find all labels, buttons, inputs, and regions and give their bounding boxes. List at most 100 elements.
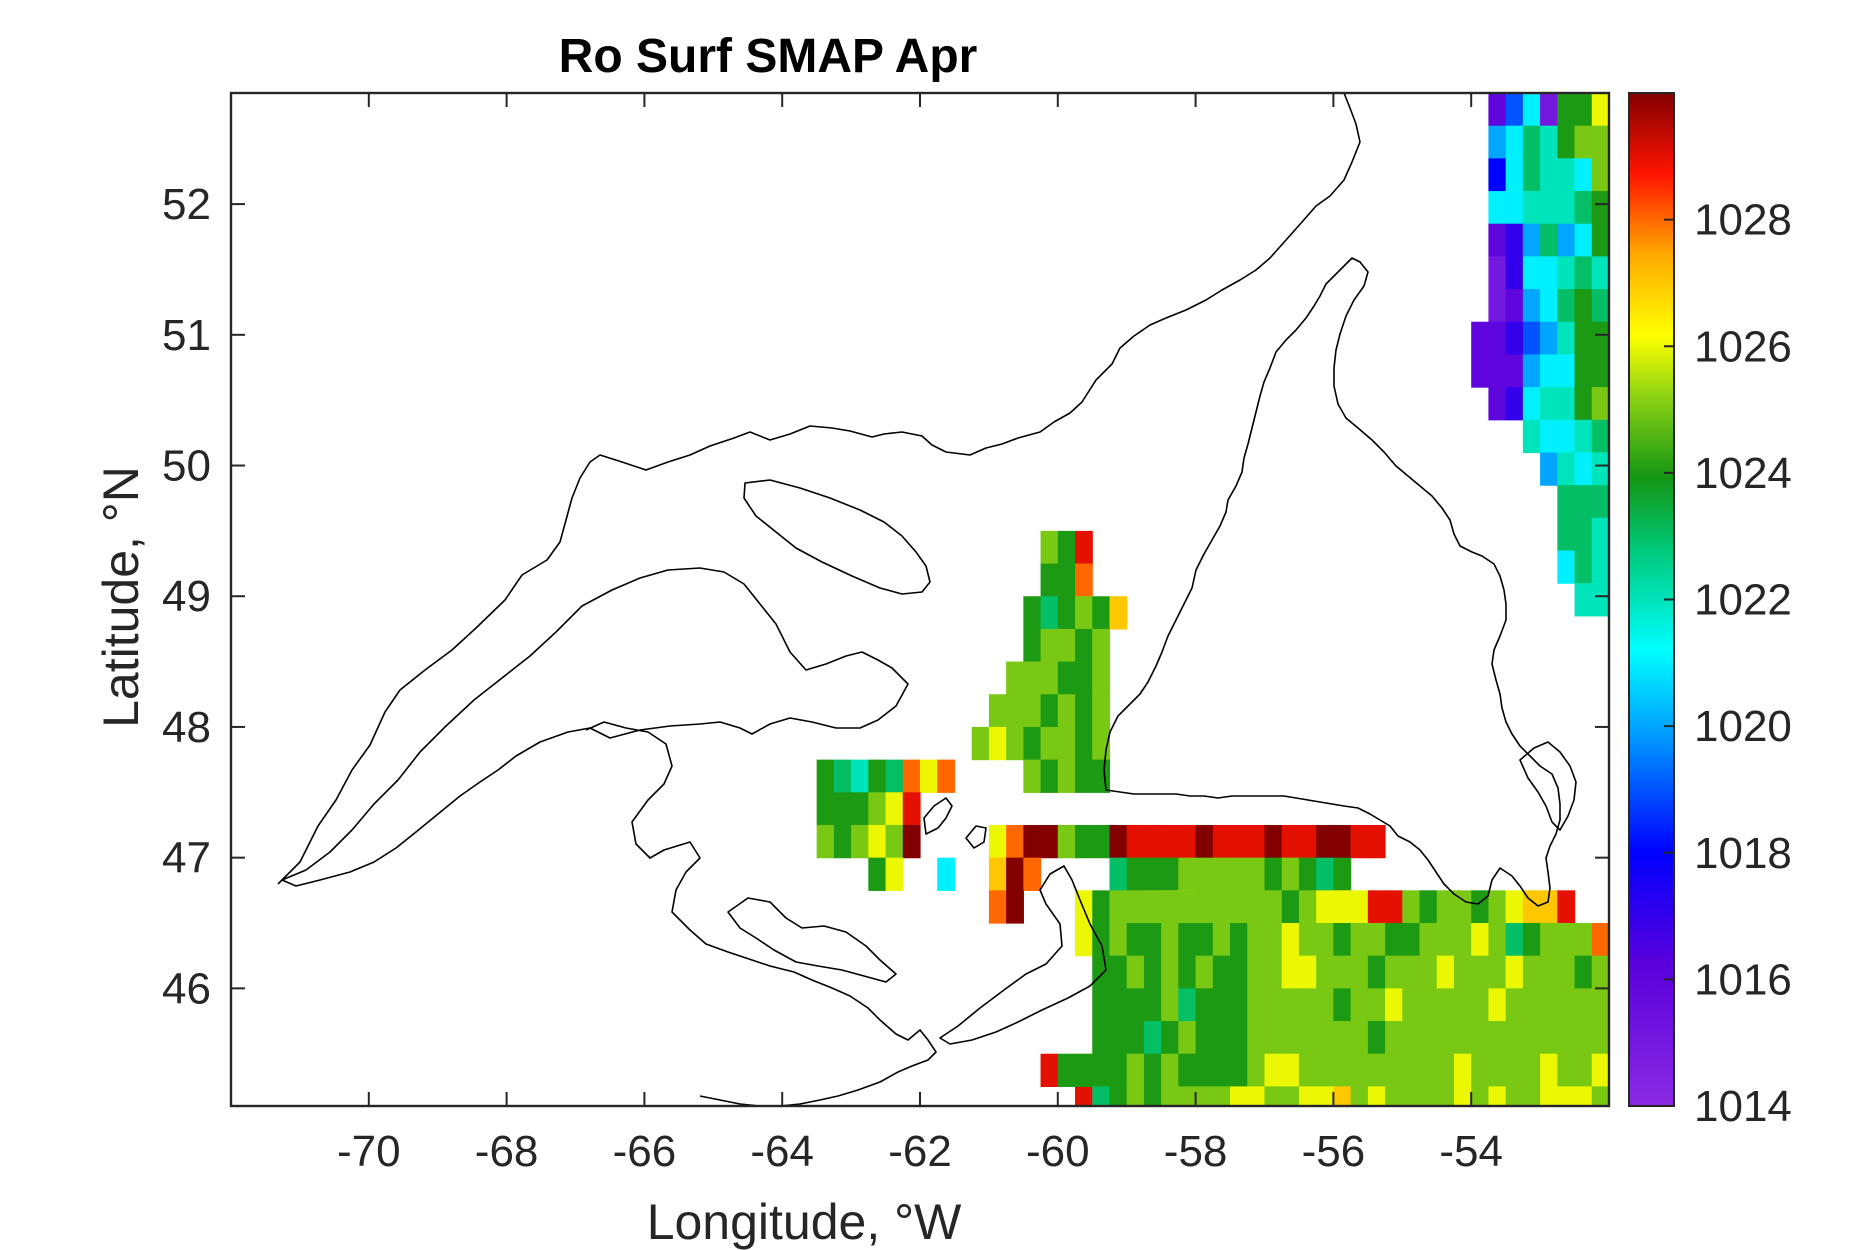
heatmap-cell [1178, 923, 1197, 957]
heatmap-cell [1471, 923, 1490, 957]
heatmap-cell [1281, 955, 1300, 989]
heatmap-cell [1488, 158, 1507, 192]
heatmap-cell [1505, 387, 1524, 421]
heatmap-cell [1281, 1053, 1300, 1087]
heatmap-cell [1195, 1021, 1214, 1055]
heatmap-cell [1092, 988, 1111, 1022]
heatmap-cell [1057, 726, 1076, 761]
heatmap-cell [1126, 857, 1145, 891]
heatmap-cell [1126, 824, 1145, 859]
heatmap-cell [1040, 759, 1059, 793]
heatmap-cell [1075, 923, 1093, 957]
x-tick-label: -60 [1026, 1127, 1090, 1176]
heatmap-cell [1023, 857, 1042, 891]
heatmap-cell [1574, 550, 1593, 584]
heatmap-cell [988, 890, 1007, 924]
heatmap-cell [1557, 93, 1576, 127]
heatmap-cell [1488, 890, 1507, 924]
colorbar-tick-label: 1028 [1694, 196, 1792, 245]
heatmap-cell [1471, 890, 1490, 924]
heatmap-cell [1161, 857, 1179, 891]
heatmap-cell [1488, 1021, 1507, 1055]
heatmap-cell [1264, 955, 1283, 989]
heatmap-cell [1505, 321, 1524, 356]
heatmap-cell [1040, 824, 1059, 859]
heatmap-cell [1557, 517, 1576, 552]
heatmap-cell [1385, 890, 1403, 924]
heatmap-cell [1522, 289, 1541, 323]
heatmap-cell [1023, 726, 1042, 761]
heatmap-cell [1092, 1086, 1111, 1106]
heatmap-cell [1178, 890, 1197, 924]
heatmap-cell [1092, 1053, 1111, 1087]
heatmap-cell [1143, 1086, 1162, 1106]
heatmap-cell [1385, 1086, 1403, 1106]
heatmap-cell [1057, 661, 1076, 695]
chart-title: Ro Surf SMAP Apr [559, 30, 978, 83]
heatmap-cell [1419, 890, 1438, 924]
heatmap-cell [1367, 988, 1386, 1022]
heatmap-cell [1385, 923, 1403, 957]
heatmap-cell [1247, 923, 1266, 957]
heatmap-cell [1557, 1086, 1576, 1106]
heatmap-cell [1247, 857, 1266, 891]
heatmap-cell [1281, 1021, 1300, 1055]
heatmap-cell [988, 726, 1007, 761]
heatmap-cell [1230, 1086, 1248, 1106]
heatmap-cell [1350, 988, 1369, 1022]
heatmap-cell [1161, 1053, 1179, 1087]
heatmap-cell [1143, 923, 1162, 957]
heatmap-cell [1333, 890, 1352, 924]
heatmap-cell [1092, 628, 1111, 663]
colorbar-tick-label: 1016 [1694, 955, 1792, 1004]
heatmap-cell [1591, 93, 1609, 127]
heatmap-cell [1522, 354, 1541, 388]
heatmap-cell [1540, 93, 1558, 127]
heatmap-cell [1350, 955, 1369, 989]
heatmap-cell [1281, 1086, 1300, 1106]
heatmap-cell [1178, 1021, 1197, 1055]
heatmap-cell [1195, 988, 1214, 1022]
heatmap-cell [1574, 485, 1593, 519]
heatmap-cell [1591, 125, 1609, 159]
heatmap-cell [1075, 726, 1093, 761]
heatmap-cell [1057, 824, 1076, 859]
colorbar-tick-label: 1024 [1694, 449, 1792, 498]
heatmap-cell [1195, 824, 1214, 859]
heatmap-cell [885, 824, 904, 859]
heatmap-cell [1161, 923, 1179, 957]
heatmap-cell [1505, 1021, 1524, 1055]
heatmap-cell [1109, 857, 1128, 891]
heatmap-cell [885, 759, 904, 793]
heatmap-cell [1023, 628, 1042, 663]
y-axis-label: Latitude, °N [93, 466, 149, 728]
heatmap-cell [1075, 824, 1093, 859]
heatmap-cell [1488, 923, 1507, 957]
heatmap-cell [1402, 1021, 1421, 1055]
heatmap-cell [1109, 923, 1128, 957]
heatmap-cell [1505, 1086, 1524, 1106]
heatmap-cell [1557, 485, 1576, 519]
heatmap-cell [1333, 988, 1352, 1022]
heatmap-cell [1591, 289, 1609, 323]
heatmap-cell [1092, 824, 1111, 859]
heatmap-cell [1505, 890, 1524, 924]
heatmap-cell [1333, 955, 1352, 989]
heatmap-cell [1471, 321, 1490, 356]
heatmap-cell [1230, 824, 1248, 859]
heatmap-cell [1591, 485, 1609, 519]
heatmap-cell [1488, 223, 1507, 257]
heatmap-cell [1195, 890, 1214, 924]
heatmap-cell [1402, 955, 1421, 989]
heatmap-cell [1316, 857, 1334, 891]
coastline-gaspe [281, 567, 909, 887]
heatmap-cell [1092, 923, 1111, 957]
heatmap-cell [1522, 223, 1541, 257]
heatmap-cell [1591, 988, 1609, 1022]
heatmap-cell [1540, 419, 1558, 454]
x-tick-label: -56 [1302, 1127, 1366, 1176]
x-tick-label: -70 [337, 1127, 401, 1176]
heatmap-cell [1471, 354, 1490, 388]
y-axis-ticks: 46 47 48 49 50 51 52 [162, 180, 1609, 1013]
heatmap-cell [1040, 530, 1059, 565]
